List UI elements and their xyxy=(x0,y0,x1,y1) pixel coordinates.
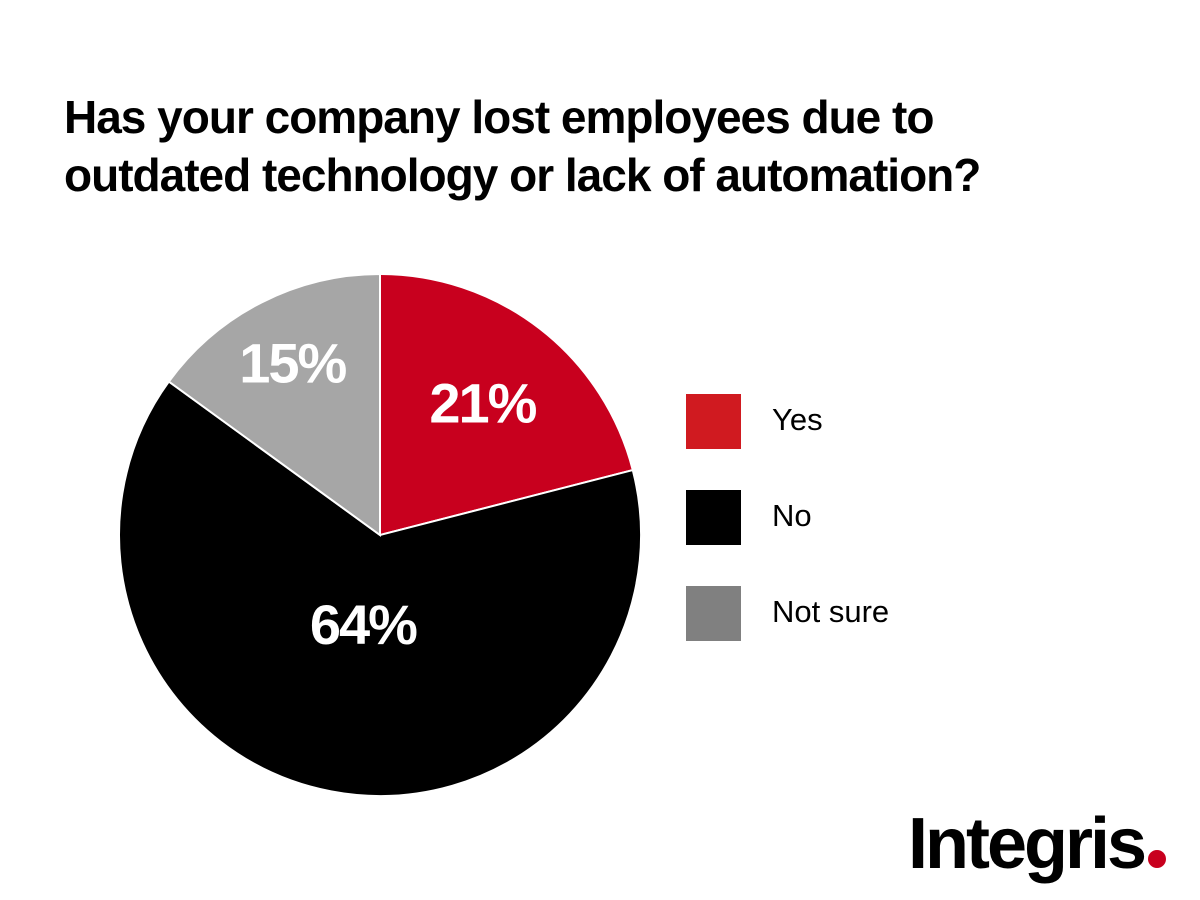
chart-title: Has your company lost employees due to o… xyxy=(64,88,1144,204)
legend-label-yes: Yes xyxy=(772,402,823,437)
legend-swatch-no xyxy=(686,490,741,545)
integris-logo: Integris xyxy=(908,804,1167,884)
legend-swatch-not-sure xyxy=(686,586,741,641)
legend-swatch-yes xyxy=(686,394,741,449)
pie-label-no: 64% xyxy=(310,593,417,656)
logo-dot xyxy=(1148,850,1167,868)
pie-label-yes: 21% xyxy=(429,372,536,435)
logo-text: Integris xyxy=(908,804,1147,884)
pie-label-not-sure: 15% xyxy=(239,331,346,394)
legend-label-not-sure: Not sure xyxy=(772,594,890,629)
pie-slice-no xyxy=(118,380,642,797)
pie-slice-yes xyxy=(379,272,635,537)
chart-title-line-1: Has your company lost employees due to xyxy=(64,91,934,143)
legend-label-no: No xyxy=(772,498,812,533)
chart-title-line-2: outdated technology or lack of automatio… xyxy=(64,149,981,201)
pie-slice-not-sure xyxy=(167,272,381,537)
